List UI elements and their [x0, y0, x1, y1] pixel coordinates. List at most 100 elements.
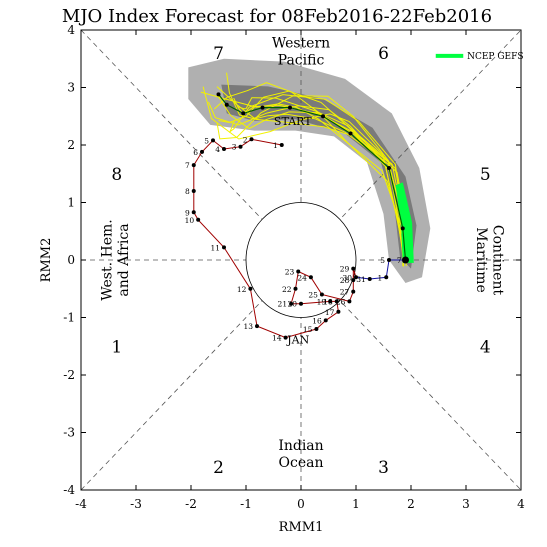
forecast-mean-point [217, 92, 221, 96]
forecast-mean-point [349, 132, 353, 136]
observed-point [314, 327, 318, 331]
x-tick-label: -1 [240, 497, 252, 511]
observed-point [192, 210, 196, 214]
chart-title: MJO Index Forecast for 08Feb2016-22Feb20… [62, 6, 492, 27]
observed-point [222, 147, 226, 151]
y-tick-label: 0 [67, 253, 75, 267]
region-right-line2: Continent [490, 225, 506, 296]
phase-number-1: 1 [111, 337, 122, 357]
y-tick-label: 1 [67, 196, 75, 210]
observed-day-label: 24 [297, 273, 307, 282]
x-tick-label: 0 [297, 497, 305, 511]
region-left-line2: and Africa [116, 223, 132, 296]
observed-point [192, 189, 196, 193]
observed-point [196, 218, 200, 222]
observed-point [255, 324, 259, 328]
observed-day-label: 4 [215, 145, 220, 154]
forecast-mean-point [261, 106, 265, 110]
observed-point [200, 150, 204, 154]
legend-label: NCEP GEFS [467, 52, 523, 62]
x-tick-label: -2 [185, 497, 197, 511]
phase-number-2: 2 [213, 458, 224, 478]
observed-day-label: 1 [273, 141, 278, 150]
region-left-line1: West. Hem. [99, 219, 115, 300]
observed-day-label: 30 [342, 273, 352, 282]
y-tick-label: 3 [67, 81, 75, 95]
observed-day-label: 23 [285, 268, 295, 277]
start-marker [402, 257, 409, 264]
observed-day-label: 11 [210, 243, 220, 252]
phase-number-5: 5 [480, 165, 491, 185]
x-tick-label: -4 [75, 497, 87, 511]
y-tick-label: -2 [63, 368, 75, 382]
forecast-mean-point [401, 226, 405, 230]
observed-point [351, 290, 355, 294]
observed-point [336, 310, 340, 314]
observed-day-label: 26 [336, 297, 346, 306]
recent-point [384, 275, 388, 279]
observed-day-label: 27 [340, 288, 350, 297]
x-tick-label: 1 [352, 497, 360, 511]
recent-day-label: 7 [397, 256, 402, 265]
observed-day-label: 14 [272, 334, 282, 343]
phase-number-7: 7 [213, 44, 224, 64]
y-tick-label: 2 [67, 138, 75, 152]
x-axis-label: RMM1 [279, 520, 324, 535]
y-tick-label: 4 [67, 23, 75, 37]
month-label: JAN [286, 333, 309, 346]
observed-day-label: 5 [204, 136, 209, 145]
region-bottom-line1: Indian [278, 438, 323, 454]
start-label: START [274, 115, 312, 128]
forecast-mean-point [241, 111, 245, 115]
y-tick-label: -4 [63, 483, 75, 497]
phase-number-4: 4 [480, 337, 491, 357]
observed-point [248, 287, 252, 291]
phase-number-6: 6 [378, 44, 389, 64]
observed-point [239, 145, 243, 149]
x-tick-label: 3 [462, 497, 470, 511]
observed-day-label: 21 [278, 300, 288, 309]
y-tick-label: -3 [63, 426, 75, 440]
y-tick-label: -1 [63, 311, 75, 325]
x-tick-label: 4 [517, 497, 525, 511]
forecast-mean-point [225, 103, 229, 107]
observed-point [211, 138, 215, 142]
observed-day-label: 2 [243, 135, 248, 144]
recent-day-label: 1 [377, 273, 382, 282]
x-tick-label: -3 [130, 497, 142, 511]
observed-point [192, 163, 196, 167]
observed-point [222, 245, 226, 249]
y-axis-label: RMM2 [39, 238, 54, 283]
observed-point [324, 318, 328, 322]
observed-day-label: 8 [185, 187, 190, 196]
observed-day-label: 20 [287, 300, 297, 309]
observed-day-label: 13 [243, 322, 253, 331]
recent-point [368, 277, 372, 281]
observed-point [347, 299, 351, 303]
observed-point [320, 293, 324, 297]
recent-day-label: 5 [380, 256, 385, 265]
observed-point [299, 302, 303, 306]
observed-point [294, 287, 298, 291]
region-top-line1: Western [272, 35, 330, 51]
observed-day-label: 19 [317, 297, 327, 306]
forecast-mean-point [387, 166, 391, 170]
recent-day-label: 31 [356, 275, 366, 284]
observed-point [351, 267, 355, 271]
observed-day-label: 12 [237, 285, 247, 294]
forecast-mean-point [288, 106, 292, 110]
phase-number-3: 3 [378, 458, 389, 478]
region-right-line1: Maritime [473, 227, 489, 293]
observed-day-label: 16 [312, 316, 322, 325]
region-top-line2: Pacific [278, 53, 325, 69]
observed-day-label: 7 [185, 161, 190, 170]
x-tick-label: 2 [407, 497, 415, 511]
forecast-mean-point [321, 114, 325, 118]
observed-day-label: 6 [193, 148, 198, 157]
observed-day-label: 22 [282, 285, 292, 294]
region-bottom-line2: Ocean [279, 455, 324, 471]
phase-number-8: 8 [111, 165, 122, 185]
observed-day-label: 25 [308, 291, 318, 300]
observed-day-label: 3 [232, 143, 237, 152]
